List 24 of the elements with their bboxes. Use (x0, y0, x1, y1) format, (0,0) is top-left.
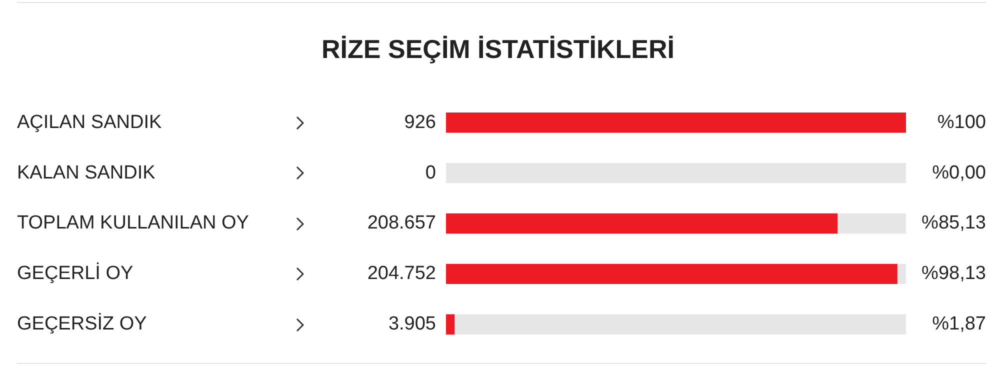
text: 0 (425, 162, 436, 184)
y-tick-label: TOPLAM KULLANILAN OY (17, 213, 250, 234)
text: 3.905 (388, 314, 436, 335)
data-label: %85,13 (922, 213, 986, 234)
bar (446, 264, 898, 284)
bar (446, 163, 906, 184)
y-tick-label: AÇILAN SANDIK (17, 112, 162, 134)
text: 204.752 (367, 264, 436, 285)
data-label: %0,00 (932, 162, 986, 184)
y-tick-label: KALAN SANDIK (17, 162, 156, 184)
bar (454, 314, 906, 335)
data-label: %100 (937, 112, 986, 134)
y-tick-label: GEÇERSİZ OY (17, 312, 148, 335)
bar (446, 214, 838, 234)
text: 926 (404, 112, 436, 134)
bar (446, 112, 906, 134)
bar (838, 214, 906, 234)
text: 208.657 (367, 213, 436, 234)
data-label: %1,87 (932, 314, 986, 335)
bar (897, 264, 906, 284)
chart-title: RİZE SEÇİM İSTATİSTİKLERİ (320, 34, 676, 65)
bar (446, 314, 455, 335)
data-label: %98,13 (922, 264, 986, 285)
y-tick-label: GEÇERLİ OY (17, 262, 134, 285)
